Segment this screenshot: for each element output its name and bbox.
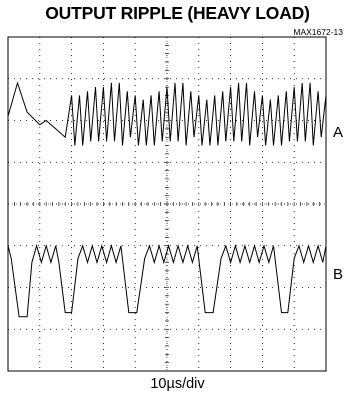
channel-a-label: A bbox=[333, 124, 344, 141]
trace-a bbox=[7, 81, 327, 146]
trace-b bbox=[7, 243, 327, 318]
chart-title: OUTPUT RIPPLE (HEAVY LOAD) bbox=[45, 3, 310, 23]
figure-id: MAX1672-13 bbox=[293, 27, 343, 37]
x-axis-label: 10µs/div bbox=[150, 376, 205, 392]
plot-traces bbox=[7, 81, 327, 318]
channel-b-label: B bbox=[333, 266, 344, 283]
plot-grid bbox=[7, 36, 327, 372]
